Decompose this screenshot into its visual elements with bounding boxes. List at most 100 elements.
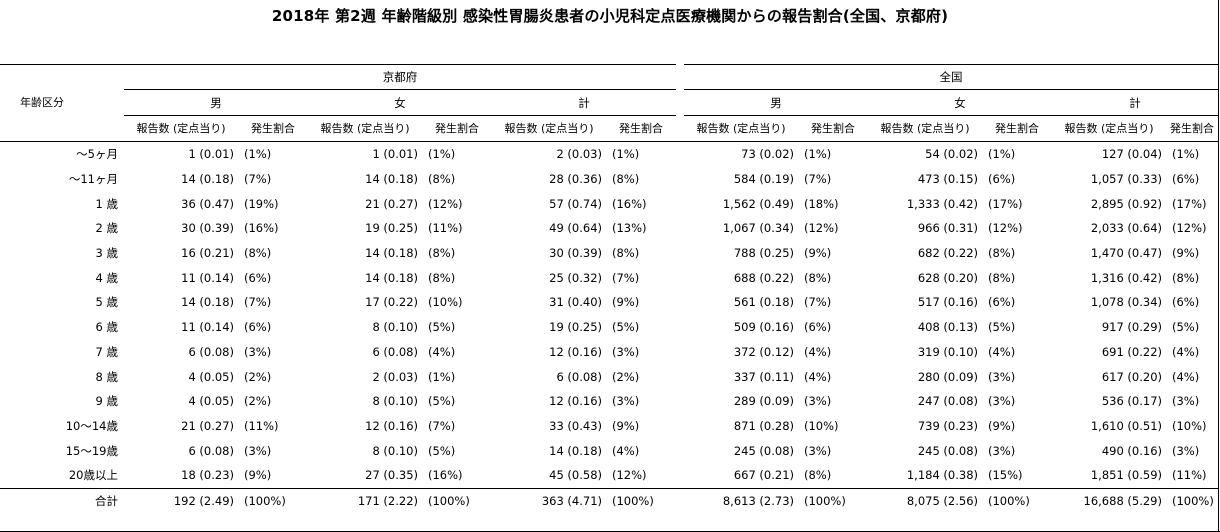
report-count-cell: 27 (0.35): [365, 468, 418, 483]
report-count-cell: 8,075 (2.56): [868, 487, 982, 514]
incidence-rate-cell: (100%): [982, 487, 1052, 514]
incidence-rate-cell: (8%): [612, 172, 640, 187]
age-group-label: 4 歳: [95, 270, 118, 285]
report-table: 年齢区分 京都府 全国 男 女 計 男 女 計 報告数 (定点当り) 発生割合 報告…: [0, 64, 1219, 514]
incidence-rate-cell: (100%): [1166, 487, 1219, 514]
column-gap: [676, 463, 684, 488]
report-count-cell: 1,562 (0.49): [722, 196, 794, 211]
incidence-rate-cell: (6%): [804, 320, 832, 335]
incidence-rate-cell: (2%): [244, 394, 272, 409]
incidence-rate-cell: (6%): [244, 270, 272, 285]
report-count-cell: 319 (0.10): [917, 344, 978, 359]
col-header-count-national-female: 報告数 (定点当り): [868, 115, 982, 142]
incidence-rate-cell: (16%): [428, 468, 463, 483]
report-count-cell: 21 (0.27): [365, 196, 418, 211]
incidence-rate-cell: (3%): [804, 443, 832, 458]
incidence-rate-cell: (1%): [988, 147, 1016, 162]
column-gap: [676, 389, 684, 414]
incidence-rate-cell: (5%): [428, 394, 456, 409]
col-header-rate-national-female: 発生割合: [982, 115, 1052, 142]
table-row: 4 歳 11 (0.14) (6%) 14 (0.18) (8%) 25 (0.32) (7…: [0, 265, 1218, 290]
age-group-label: 9 歳: [95, 394, 118, 409]
col-header-rate-kyoto-total: 発生割合: [606, 115, 676, 142]
incidence-rate-cell: (4%): [988, 344, 1016, 359]
incidence-rate-cell: (4%): [1172, 344, 1200, 359]
incidence-rate-cell: (15%): [988, 468, 1023, 483]
incidence-rate-cell: (8%): [428, 246, 456, 261]
report-count-cell: 8 (0.10): [372, 320, 418, 335]
incidence-rate-cell: (6%): [988, 295, 1016, 310]
incidence-rate-cell: (4%): [1172, 369, 1200, 384]
incidence-rate-cell: (10%): [804, 418, 839, 433]
report-count-cell: 917 (0.29): [1101, 320, 1162, 335]
column-gap: [676, 364, 684, 389]
age-group-label: 合計: [0, 487, 124, 514]
age-group-label: 1 歳: [95, 196, 118, 211]
incidence-rate-cell: (19%): [244, 196, 279, 211]
report-count-cell: 8,613 (2.73): [684, 487, 798, 514]
column-gap: [676, 340, 684, 365]
age-group-label: 8 歳: [95, 369, 118, 384]
age-group-label: 20歳以上: [68, 468, 118, 483]
incidence-rate-cell: (4%): [804, 344, 832, 359]
report-count-cell: 30 (0.39): [549, 246, 602, 261]
report-count-cell: 247 (0.08): [917, 394, 978, 409]
report-count-cell: 561 (0.18): [733, 295, 794, 310]
report-count-cell: 1,078 (0.34): [1090, 295, 1162, 310]
report-count-cell: 1,316 (0.42): [1090, 270, 1162, 285]
incidence-rate-cell: (12%): [804, 221, 839, 236]
report-count-cell: 12 (0.16): [549, 344, 602, 359]
incidence-rate-cell: (8%): [1172, 270, 1200, 285]
incidence-rate-cell: (5%): [612, 320, 640, 335]
report-count-cell: 12 (0.16): [365, 418, 418, 433]
incidence-rate-cell: (18%): [804, 196, 839, 211]
report-count-cell: 18 (0.23): [181, 468, 234, 483]
report-count-cell: 966 (0.31): [917, 221, 978, 236]
page-title: 2018年 第2週 年齢階級別 感染性胃腸炎患者の小児科定点医療機関からの報告割…: [271, 7, 949, 25]
incidence-rate-cell: (4%): [428, 344, 456, 359]
incidence-rate-cell: (9%): [988, 418, 1016, 433]
column-gap: [676, 115, 684, 142]
frame-right-border: [1218, 0, 1219, 532]
incidence-rate-cell: (7%): [244, 172, 272, 187]
incidence-rate-cell: (3%): [612, 394, 640, 409]
report-count-cell: 2,895 (0.92): [1090, 196, 1162, 211]
table-row: 2 歳 30 (0.39) (16%) 19 (0.25) (11%) 49 (0.64)…: [0, 216, 1218, 241]
incidence-rate-cell: (6%): [988, 172, 1016, 187]
report-count-cell: 28 (0.36): [549, 172, 602, 187]
header-row-region: 年齢区分 京都府 全国: [0, 64, 1219, 142]
incidence-rate-cell: (5%): [428, 443, 456, 458]
sex-header-kyoto-total: 計: [492, 89, 676, 116]
report-count-cell: 682 (0.22): [917, 246, 978, 261]
col-header-count-kyoto-male: 報告数 (定点当り): [124, 115, 238, 142]
report-count-cell: 509 (0.16): [733, 320, 794, 335]
age-column-header: 年齢区分: [0, 64, 124, 142]
column-gap: [676, 438, 684, 463]
report-count-cell: 2,033 (0.64): [1090, 221, 1162, 236]
header-row-sex: 男 女 計 男 女 計: [0, 89, 1219, 116]
report-count-cell: 4 (0.05): [188, 394, 234, 409]
column-gap: [676, 487, 684, 514]
report-count-cell: 739 (0.23): [917, 418, 978, 433]
report-count-cell: 871 (0.28): [733, 418, 794, 433]
incidence-rate-cell: (3%): [988, 369, 1016, 384]
report-count-cell: 4 (0.05): [188, 369, 234, 384]
table-row: 15～19歳 6 (0.08) (3%) 8 (0.10) (5%) 14 (0.18) (…: [0, 438, 1218, 463]
report-count-cell: 517 (0.16): [917, 295, 978, 310]
report-count-cell: 584 (0.19): [733, 172, 794, 187]
report-count-cell: 14 (0.18): [365, 172, 418, 187]
incidence-rate-cell: (3%): [804, 394, 832, 409]
report-count-cell: 127 (0.04): [1101, 147, 1162, 162]
report-count-cell: 1,470 (0.47): [1090, 246, 1162, 261]
report-count-cell: 617 (0.20): [1101, 369, 1162, 384]
incidence-rate-cell: (2%): [612, 369, 640, 384]
incidence-rate-cell: (5%): [1172, 320, 1200, 335]
report-count-cell: 628 (0.20): [917, 270, 978, 285]
report-count-cell: 14 (0.18): [365, 270, 418, 285]
incidence-rate-cell: (1%): [1172, 147, 1200, 162]
incidence-rate-cell: (3%): [612, 344, 640, 359]
region-gap: [676, 65, 684, 90]
incidence-rate-cell: (17%): [1172, 196, 1207, 211]
report-count-cell: 19 (0.25): [549, 320, 602, 335]
incidence-rate-cell: (5%): [428, 320, 456, 335]
